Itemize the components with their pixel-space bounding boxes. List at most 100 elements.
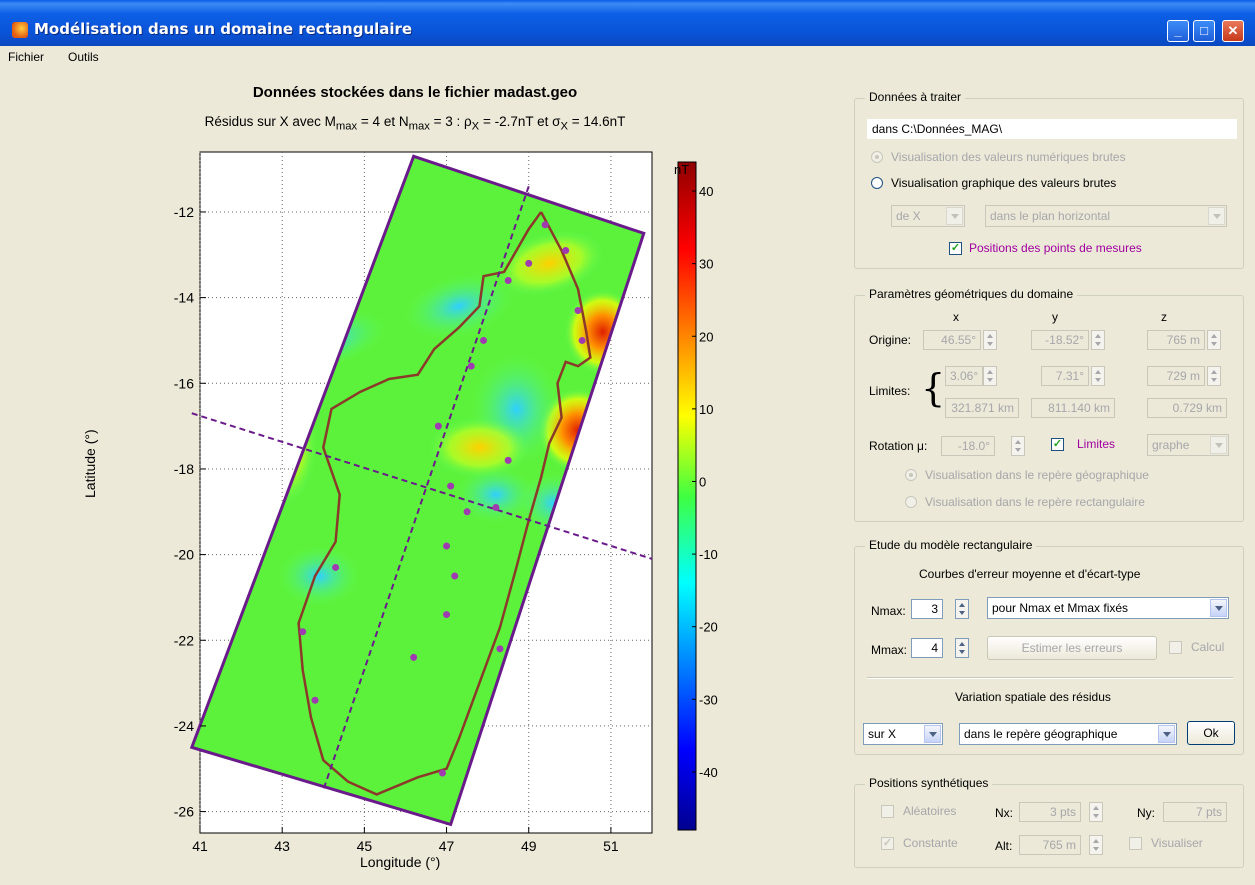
limit-z-field[interactable]: 729 m <box>1147 366 1205 386</box>
origin-x-spinner[interactable] <box>983 330 997 350</box>
measurement-point <box>525 259 533 267</box>
ok-button[interactable]: Ok <box>1187 721 1235 745</box>
colorbar-tick-label: 0 <box>699 474 706 489</box>
calcul-checkbox[interactable] <box>1169 641 1182 654</box>
radio-graphic-label: Visualisation graphique des valeurs brut… <box>891 176 1117 190</box>
measurement-point <box>299 628 307 636</box>
limit-z-spinner[interactable] <box>1207 366 1221 386</box>
radio-geo[interactable] <box>905 469 917 481</box>
points-checkbox-label: Positions des points de mesures <box>969 241 1142 255</box>
y-tick-label: -20 <box>174 547 194 563</box>
measurement-point <box>480 336 488 344</box>
mmax-label: Mmax: <box>871 643 907 657</box>
measurement-point <box>496 645 504 653</box>
component-select[interactable]: de X <box>891 205 965 227</box>
repere-select-value: dans le repère géographique <box>964 727 1118 741</box>
nmax-spinner[interactable] <box>955 599 969 619</box>
mmax-field[interactable]: 4 <box>911 638 943 658</box>
repere-select[interactable]: dans le repère géographique <box>959 723 1177 745</box>
measurement-point <box>562 247 570 255</box>
alt-spinner[interactable] <box>1089 835 1103 855</box>
measurement-point <box>434 422 442 430</box>
y-tick-label: -24 <box>174 718 194 734</box>
measurement-point <box>467 362 475 370</box>
y-tick-label: -22 <box>174 632 194 648</box>
measurement-point <box>492 503 500 511</box>
axis-ticks: 41 43 45 47 49 51 -12 -14 -16 -18 -20 -22 -24 -26 <box>174 204 619 854</box>
radio-numeric[interactable] <box>871 151 883 163</box>
close-button[interactable]: ✕ <box>1222 20 1244 42</box>
x-axis-label: Longitude (°) <box>360 854 441 870</box>
radio-graphic[interactable] <box>871 177 883 189</box>
colorbar-tick-label: -20 <box>699 620 718 635</box>
visualiser-checkbox[interactable] <box>1129 837 1142 850</box>
x-tick-label: 41 <box>192 838 208 854</box>
measurement-point <box>504 276 512 284</box>
origin-x-field[interactable]: 46.55° <box>923 330 981 350</box>
limit-x-field[interactable]: 3.06° <box>945 366 983 386</box>
brace-icon: { <box>921 366 946 410</box>
measurement-point <box>332 563 340 571</box>
minimize-button[interactable]: _ <box>1167 20 1189 42</box>
nmax-field[interactable]: 3 <box>911 599 943 619</box>
limit-y-spinner[interactable] <box>1091 366 1105 386</box>
surx-select[interactable]: sur X <box>863 723 943 745</box>
radio-geo-label: Visualisation dans le repère géographiqu… <box>925 468 1149 482</box>
plot-title: Données stockées dans le fichier madast.… <box>252 84 578 101</box>
limites-checkbox[interactable]: ✓ <box>1051 438 1064 451</box>
limit-x-km: 321.871 km <box>945 398 1019 418</box>
rotation-spinner[interactable] <box>1011 436 1025 456</box>
nx-label: Nx: <box>995 806 1013 820</box>
limit-z-km: 0.729 km <box>1147 398 1227 418</box>
measurement-point <box>541 221 549 229</box>
nmax-label: Nmax: <box>871 604 906 618</box>
anomaly-blob <box>405 273 513 339</box>
measurement-point <box>447 482 455 490</box>
radio-rect[interactable] <box>905 496 917 508</box>
measurement-point <box>578 336 586 344</box>
menu-fichier[interactable]: Fichier <box>8 50 45 64</box>
origin-z-spinner[interactable] <box>1207 330 1221 350</box>
nx-spinner[interactable] <box>1089 802 1103 822</box>
ny-field[interactable]: 7 pts <box>1163 802 1227 822</box>
menu-outils[interactable]: Outils <box>68 50 99 64</box>
measurement-point <box>574 306 582 314</box>
limit-y-field[interactable]: 7.31° <box>1041 366 1089 386</box>
panel-synth: Positions synthétiques Aléatoires Nx: 3 … <box>854 776 1244 868</box>
origin-y-field[interactable]: -18.52° <box>1031 330 1089 350</box>
alt-field[interactable]: 765 m <box>1019 835 1081 855</box>
colorbar-tick-label: -40 <box>699 765 718 780</box>
measurement-point <box>438 769 446 777</box>
path-field[interactable]: dans C:\Données_MAG\ <box>867 119 1237 139</box>
colorbar-tick-label: -10 <box>699 547 718 562</box>
x-tick-label: 51 <box>603 838 619 854</box>
origin-y-spinner[interactable] <box>1091 330 1105 350</box>
rotation-field[interactable]: -18.0° <box>941 436 995 456</box>
constante-checkbox[interactable]: ✓ <box>881 837 894 850</box>
maximize-button[interactable]: □ <box>1193 20 1215 42</box>
limit-x-spinner[interactable] <box>983 366 997 386</box>
residual-map-chart[interactable]: 41 43 45 47 49 51 -12 -14 -16 -18 -20 -22 -24 -26 40 3… <box>120 78 740 878</box>
anomaly-blob <box>455 466 536 523</box>
ny-label: Ny: <box>1137 806 1155 820</box>
measurement-point <box>311 696 319 704</box>
origin-z-field[interactable]: 765 m <box>1147 330 1205 350</box>
measurement-points <box>299 221 586 777</box>
matlab-app-icon <box>12 22 28 38</box>
domain-border <box>189 154 646 827</box>
aleatoires-checkbox[interactable] <box>881 805 894 818</box>
points-checkbox[interactable]: ✓ <box>949 242 962 255</box>
mmax-spinner[interactable] <box>955 638 969 658</box>
variation-label: Variation spatiale des résidus <box>955 690 1111 704</box>
y-axis-label: Latitude (°) <box>82 429 98 498</box>
estimer-button[interactable]: Estimer les erreurs <box>987 636 1157 660</box>
panel-geom: Paramètres géométriques du domaine x y z… <box>854 287 1244 522</box>
nx-field[interactable]: 3 pts <box>1019 802 1081 822</box>
measurement-point <box>443 542 451 550</box>
plane-select[interactable]: dans le plan horizontal <box>985 205 1227 227</box>
mode-select[interactable]: pour Nmax et Mmax fixés <box>987 597 1229 619</box>
graphe-select[interactable]: graphe <box>1147 434 1229 456</box>
limites-label: Limites: <box>869 384 911 398</box>
divider <box>867 677 1233 679</box>
colorbar-unit: nT <box>674 162 690 177</box>
